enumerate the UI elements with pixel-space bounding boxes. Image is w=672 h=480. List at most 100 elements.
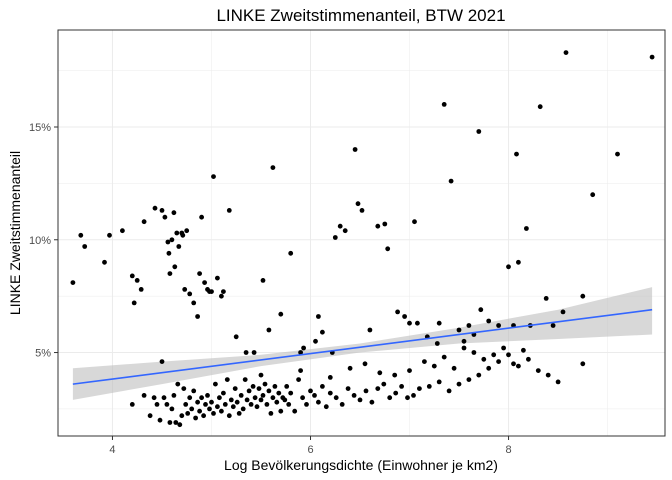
data-point xyxy=(138,287,144,292)
data-point xyxy=(238,393,244,398)
data-point xyxy=(131,300,137,306)
data-point xyxy=(292,408,298,414)
data-point xyxy=(250,384,256,389)
data-point xyxy=(161,395,167,401)
data-point xyxy=(171,210,177,216)
data-point xyxy=(382,221,388,227)
data-point xyxy=(151,395,157,401)
data-point xyxy=(367,327,373,333)
x-tick-label: 6 xyxy=(307,444,313,456)
data-point xyxy=(434,341,440,346)
data-point xyxy=(242,377,248,382)
data-point xyxy=(506,264,511,270)
data-point xyxy=(313,338,318,344)
data-point xyxy=(511,361,516,367)
data-point xyxy=(195,399,201,405)
data-point xyxy=(580,293,586,299)
data-point xyxy=(215,404,220,410)
data-point xyxy=(441,354,447,360)
data-point xyxy=(213,381,218,387)
data-point xyxy=(339,402,345,407)
data-point xyxy=(159,359,165,364)
data-point xyxy=(199,395,205,401)
data-point xyxy=(491,352,497,358)
data-point xyxy=(516,259,521,265)
data-point xyxy=(278,311,284,317)
data-point xyxy=(288,250,294,256)
data-point xyxy=(362,361,368,367)
points-layer xyxy=(70,50,655,428)
data-point xyxy=(375,223,381,229)
chart-title: LINKE Zweitstimmenanteil, BTW 2021 xyxy=(216,6,505,25)
data-point xyxy=(431,363,437,369)
data-point xyxy=(233,334,239,340)
data-point xyxy=(471,350,477,355)
data-point xyxy=(189,406,195,412)
data-point xyxy=(355,201,361,207)
data-point xyxy=(217,395,222,401)
data-point xyxy=(258,372,264,378)
data-point xyxy=(258,397,264,403)
data-point xyxy=(524,226,529,231)
data-point xyxy=(260,278,266,283)
data-point xyxy=(211,174,216,180)
x-axis-ticks: 4 6 8 xyxy=(109,436,512,456)
data-point xyxy=(179,413,185,419)
data-point xyxy=(209,399,214,405)
y-axis-title: LINKE Zweitstimmenanteil xyxy=(7,151,23,315)
data-point xyxy=(268,411,274,416)
data-point xyxy=(466,377,472,382)
data-point xyxy=(496,323,501,328)
major-gridlines xyxy=(58,30,665,436)
data-point xyxy=(308,388,313,394)
data-point xyxy=(352,147,358,152)
data-point xyxy=(157,417,163,423)
data-point xyxy=(543,296,549,301)
data-point xyxy=(436,379,442,385)
data-point xyxy=(262,381,268,387)
data-point xyxy=(175,381,181,387)
data-point xyxy=(327,390,333,396)
data-point xyxy=(649,54,655,60)
data-point xyxy=(159,208,165,213)
data-point xyxy=(230,404,236,410)
data-point xyxy=(171,393,177,398)
data-point xyxy=(270,165,276,171)
data-point xyxy=(234,399,240,405)
data-point xyxy=(451,365,457,371)
data-point xyxy=(141,219,147,225)
data-point xyxy=(228,397,234,403)
data-point xyxy=(312,393,317,398)
data-point xyxy=(284,384,290,389)
data-point xyxy=(107,232,112,238)
data-point xyxy=(173,420,179,425)
data-point xyxy=(274,399,280,405)
data-point xyxy=(461,345,467,351)
data-point xyxy=(351,393,357,398)
data-point xyxy=(152,205,158,211)
data-point xyxy=(222,402,228,407)
data-point xyxy=(516,363,521,369)
data-point xyxy=(193,415,199,421)
data-point xyxy=(456,381,462,387)
data-point xyxy=(304,402,309,407)
data-point xyxy=(266,388,272,394)
data-point xyxy=(182,287,188,292)
data-point xyxy=(320,329,325,335)
data-point xyxy=(276,390,282,396)
data-point xyxy=(422,359,427,364)
data-point xyxy=(164,402,170,407)
data-point xyxy=(82,244,88,249)
data-point xyxy=(205,393,210,398)
data-point xyxy=(395,309,400,315)
data-point xyxy=(166,250,172,256)
data-point xyxy=(506,352,511,358)
data-point xyxy=(215,275,220,281)
data-point xyxy=(555,379,561,385)
data-point xyxy=(147,413,153,419)
data-point xyxy=(392,372,398,378)
data-point xyxy=(260,393,266,398)
data-point xyxy=(203,402,208,407)
data-point xyxy=(141,393,147,398)
data-point xyxy=(183,402,189,407)
